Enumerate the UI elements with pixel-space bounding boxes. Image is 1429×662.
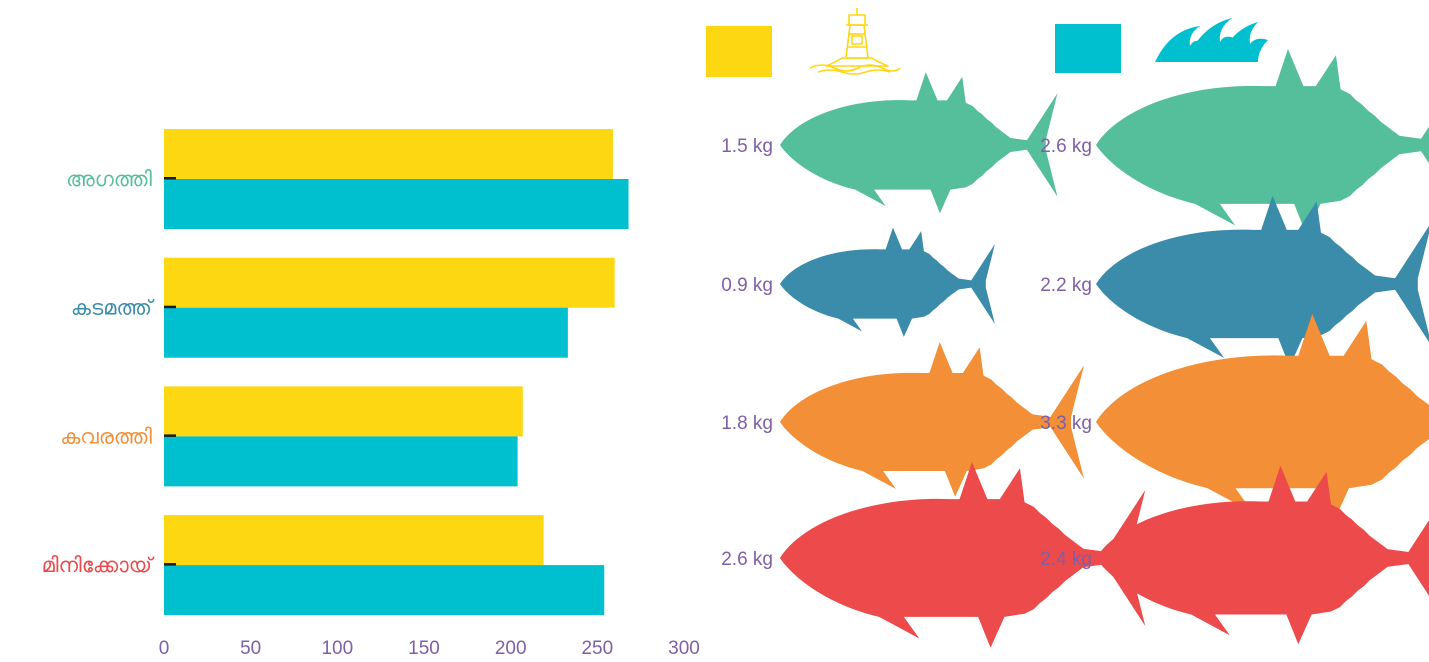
bar bbox=[164, 257, 615, 308]
category-tick bbox=[164, 305, 176, 309]
category-label: കടമത്ത് bbox=[71, 296, 155, 320]
tuna-fish-icon bbox=[1096, 465, 1429, 645]
fish-weights: 1.5 kg 0.9 kg 1.8 kg 2.6 kg 2.6 kg 2.2 kg 3.3 … bbox=[721, 49, 1429, 648]
bars-group: അഗത്തി കടമത്ത് കവരത്തി മിനിക്കോയ് bbox=[42, 129, 629, 616]
bar bbox=[164, 307, 568, 358]
bar bbox=[164, 386, 523, 437]
legend-swatch-yellow bbox=[706, 26, 772, 77]
bar bbox=[164, 436, 518, 487]
fish-weight-label: 1.8 kg bbox=[721, 413, 773, 434]
bar bbox=[164, 515, 544, 566]
x-tick-label: 100 bbox=[321, 638, 353, 659]
x-axis: 0 50 100 150 200 250 300 bbox=[159, 638, 700, 659]
category-label: മിനിക്കോയ് bbox=[42, 553, 156, 577]
bar bbox=[164, 129, 613, 179]
fish-weight-label: 2.6 kg bbox=[721, 549, 773, 570]
fish-weight-label: 2.4 kg bbox=[1040, 549, 1092, 570]
waves-icon bbox=[1155, 18, 1268, 62]
x-tick-label: 0 bbox=[159, 638, 170, 659]
x-tick-label: 50 bbox=[240, 638, 261, 659]
legend-swatch-cyan bbox=[1055, 24, 1121, 73]
category-tick bbox=[164, 434, 176, 437]
fish-weight-label: 3.3 kg bbox=[1040, 413, 1092, 434]
tuna-fish-icon bbox=[779, 342, 1084, 497]
tuna-fish-icon bbox=[1096, 313, 1429, 524]
tuna-fish-icon bbox=[1096, 195, 1429, 367]
x-tick-label: 250 bbox=[581, 638, 613, 659]
x-tick-label: 150 bbox=[408, 638, 440, 659]
x-tick-label: 300 bbox=[668, 638, 700, 659]
tuna-fish-icon bbox=[780, 72, 1058, 214]
category-tick bbox=[164, 177, 176, 180]
fish-weight-label: 0.9 kg bbox=[721, 275, 773, 296]
fish-weight-label: 2.6 kg bbox=[1040, 136, 1092, 157]
bar bbox=[164, 565, 605, 616]
category-label: കവരത്തി bbox=[60, 424, 152, 448]
category-tick bbox=[164, 563, 176, 566]
legend bbox=[706, 8, 1268, 77]
category-label: അഗത്തി bbox=[66, 167, 152, 191]
lighthouse-icon bbox=[809, 8, 901, 75]
x-tick-label: 200 bbox=[495, 638, 527, 659]
tuna-fish-icon bbox=[780, 227, 995, 337]
tuna-fish-icon bbox=[1096, 49, 1429, 235]
fish-weight-label: 2.2 kg bbox=[1040, 275, 1092, 296]
bar bbox=[164, 179, 629, 229]
fish-weight-label: 1.5 kg bbox=[721, 136, 773, 157]
